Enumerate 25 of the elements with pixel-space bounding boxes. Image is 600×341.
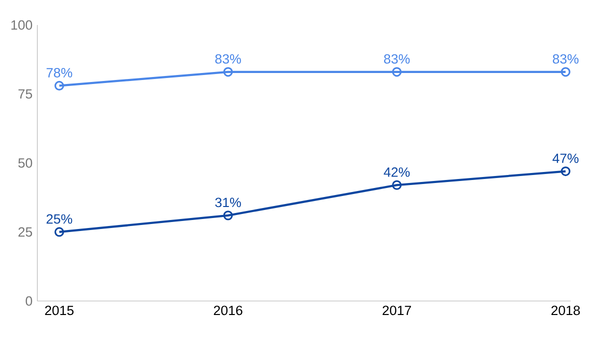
x-tick-label: 2015 [45,306,74,316]
data-label: 83% [215,54,241,64]
point [560,166,570,176]
data-label: 83% [384,54,410,64]
x-tick-label: 2016 [214,306,242,316]
data-label: 25% [46,214,72,224]
data-label: 78% [46,68,72,78]
x-tick-label: 2017 [382,306,411,316]
point [54,227,64,237]
data-label: 47% [552,154,578,164]
y-tick-label: 50 [18,158,32,168]
point [392,180,402,190]
y-tick-label: 0 [26,296,32,306]
y-tick-label: 100 [11,20,32,30]
x-tick-label: 2018 [551,306,580,316]
point [392,67,402,77]
point [560,67,570,77]
data-label: 31% [215,198,241,208]
data-label: 42% [384,167,410,177]
y-tick-label: 25 [18,227,32,237]
data-label: 83% [552,54,578,64]
y-tick-label: 75 [18,89,32,99]
point [223,210,233,220]
point [223,67,233,77]
point [54,80,64,91]
